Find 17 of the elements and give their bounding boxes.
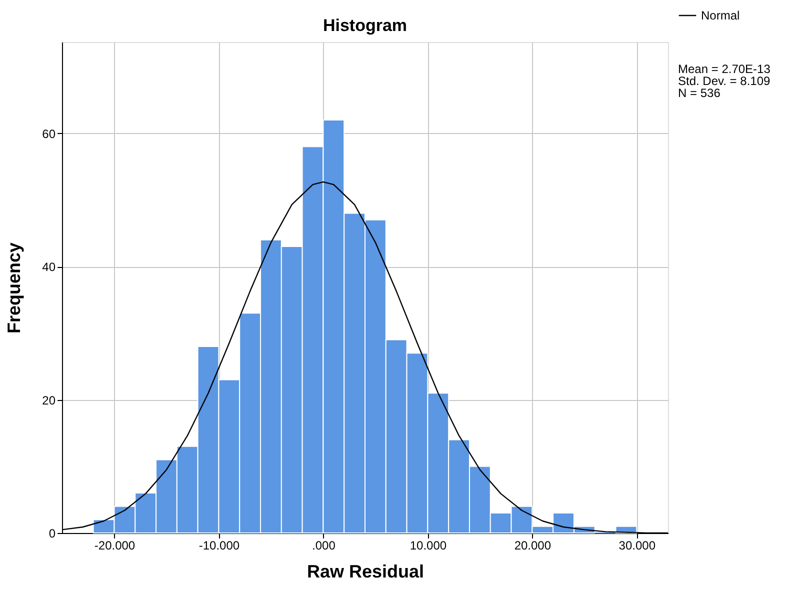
x-tick-label: 10.000 — [410, 538, 447, 552]
y-tick-label: 60 — [42, 126, 56, 141]
y-axis-title: Frequency — [4, 242, 24, 334]
legend-label: Normal — [701, 8, 740, 22]
x-axis-title: Raw Residual — [306, 562, 424, 582]
y-tick-label: 0 — [48, 526, 56, 540]
text: N = 536 — [678, 86, 721, 100]
text: Std. Dev. = 8.109 — [678, 74, 770, 88]
x-tick-label: -10.000 — [198, 538, 240, 552]
y-tick-label: 40 — [42, 260, 56, 274]
text: Mean = 2.70E-13 — [678, 62, 771, 76]
x-tick-label: 20.000 — [514, 538, 552, 552]
y-tick-label: 20 — [42, 393, 56, 408]
x-tick-label: -20.000 — [94, 538, 136, 552]
x-tick-label: .000 — [312, 538, 336, 552]
chart-title: Histogram — [322, 16, 408, 35]
x-tick-label: 30.000 — [618, 538, 656, 552]
